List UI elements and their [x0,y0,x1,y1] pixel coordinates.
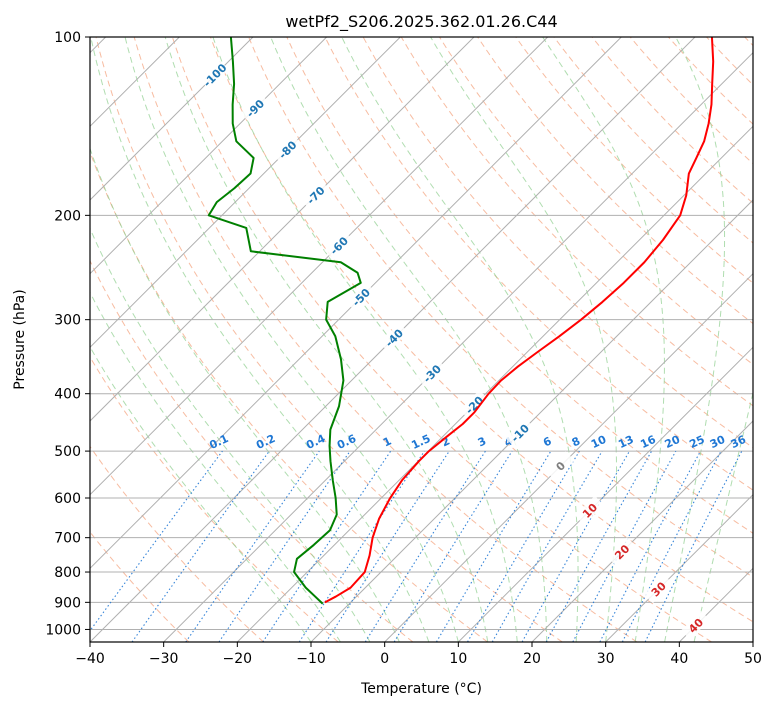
x-tick-label: −20 [223,651,253,667]
moist-adiabat [90,227,371,642]
mixing-ratio-line [90,450,223,632]
isotherm-gridline [310,199,753,642]
dry-adiabat [90,445,264,642]
mixing-ratio-label: 30 [708,433,728,451]
mixing-ratio-label: 20 [663,433,683,451]
y-tick-label: 700 [54,531,81,547]
isotherm-gridline [90,37,328,275]
moist-adiabat [270,37,548,642]
isotherm-gridline [236,125,753,642]
mixing-ratio-line [185,450,320,642]
mixing-ratio-line [262,450,392,642]
mixing-ratio-line [572,450,677,642]
x-tick-label: 20 [523,651,541,667]
isotherm-gridline [531,420,753,642]
isotherm-gridline [384,272,753,642]
moist-adiabat [693,390,753,642]
moist-adiabat [164,37,489,642]
dewpoint-profile-line [207,37,362,605]
y-tick-label: 600 [54,491,81,507]
chart-title: wetPf2_S206.2025.362.01.26.C44 [285,12,557,32]
dry-adiabat [90,259,414,642]
y-tick-label: 400 [54,387,81,403]
dry-adiabat [171,37,712,642]
temperature-profile-line [324,37,715,604]
mixing-ratio-line [218,450,351,642]
mixing-ratio-label: 25 [687,433,706,451]
moist-adiabat [90,291,341,642]
mixing-ratio-line [521,450,630,642]
moist-adiabat [341,37,579,642]
plot-frame [89,36,754,643]
x-tick-label: 30 [597,651,615,667]
y-tick-label: 500 [54,444,81,460]
dry-adiabat [515,37,753,284]
dry-adiabat [95,37,563,642]
x-tick-label: 50 [744,651,762,667]
mixing-ratio-label: 36 [729,433,749,451]
isotherm-gridline [457,346,753,642]
x-tick-label: −10 [296,651,326,667]
mixing-ratio-label: 13 [616,433,635,451]
moist-adiabat [430,37,618,642]
isotherm-gridline [605,493,753,642]
dry-adiabat [248,37,753,578]
y-tick-label: 200 [54,208,81,224]
moist-adiabat [664,37,726,642]
isotherm-gridline [90,37,549,496]
dry-adiabat [324,37,753,491]
moist-adiabat [124,37,459,642]
dry-adiabat [90,356,339,642]
mixing-ratio-line [298,450,425,642]
x-tick-label: 40 [670,651,688,667]
isotherm-gridline [163,51,753,642]
mixing-ratio-line [644,450,743,642]
moist-adiabat [542,37,665,642]
moist-adiabat [212,37,518,642]
isotherm-gridline [90,37,401,349]
x-axis-label: Temperature (°C) [360,681,482,697]
dry-adiabat [210,37,753,623]
moist-adiabat [90,147,400,642]
y-tick-label: 800 [54,565,81,581]
isotherm-gridline [90,37,475,422]
dry-adiabat [286,37,753,534]
mixing-ratio-label: 16 [638,433,658,451]
x-tick-label: 10 [449,651,467,667]
y-tick-label: 900 [54,595,81,611]
y-tick-label: 1000 [45,622,81,638]
isotherm-gridline [90,37,254,201]
mixing-ratio-line [131,450,270,642]
y-tick-label: 100 [54,30,81,46]
mixing-ratio-label: 10 [589,433,609,451]
moist-adiabat [90,37,430,642]
mixing-ratio-line [393,450,513,642]
isotherm-gridline [90,37,622,570]
mixing-ratio-line [545,450,653,642]
x-tick-label: 0 [380,651,389,667]
y-axis-label: Pressure (hPa) [12,289,28,389]
x-tick-label: −40 [75,651,105,667]
y-tick-label: 300 [54,313,81,329]
x-tick-label: −30 [149,651,179,667]
mixing-ratio-line [325,450,450,642]
